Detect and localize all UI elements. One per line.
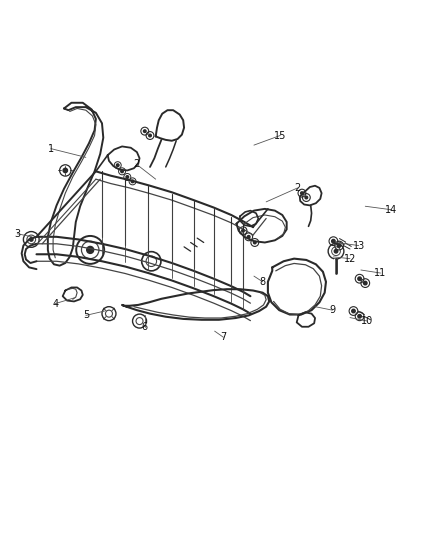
- Circle shape: [332, 239, 335, 243]
- Circle shape: [242, 229, 244, 232]
- Text: 9: 9: [329, 305, 336, 315]
- Circle shape: [254, 241, 256, 244]
- Circle shape: [300, 192, 303, 195]
- Circle shape: [117, 164, 119, 166]
- Text: 8: 8: [260, 277, 266, 287]
- Circle shape: [131, 180, 134, 183]
- Text: 14: 14: [385, 205, 398, 215]
- Text: 13: 13: [353, 240, 365, 251]
- Circle shape: [337, 244, 341, 247]
- Text: 12: 12: [344, 254, 356, 264]
- Text: 2: 2: [294, 183, 301, 193]
- Text: 7: 7: [220, 332, 226, 342]
- Circle shape: [334, 249, 338, 253]
- Circle shape: [364, 281, 367, 285]
- Circle shape: [144, 130, 146, 133]
- Circle shape: [358, 277, 361, 280]
- Text: 5: 5: [83, 310, 89, 320]
- Circle shape: [352, 309, 355, 313]
- Circle shape: [305, 196, 307, 199]
- Circle shape: [126, 176, 129, 179]
- Circle shape: [87, 246, 94, 253]
- Text: 10: 10: [361, 316, 374, 326]
- Circle shape: [29, 238, 33, 241]
- Text: 6: 6: [142, 322, 148, 332]
- Circle shape: [63, 168, 67, 173]
- Text: 3: 3: [14, 229, 20, 239]
- Text: 1: 1: [48, 143, 54, 154]
- Text: 11: 11: [374, 268, 387, 278]
- Circle shape: [247, 236, 250, 238]
- Circle shape: [149, 134, 151, 137]
- Text: 15: 15: [274, 131, 286, 141]
- Circle shape: [121, 170, 124, 173]
- Text: 2: 2: [133, 159, 139, 169]
- Text: 4: 4: [52, 298, 58, 309]
- Circle shape: [358, 314, 361, 318]
